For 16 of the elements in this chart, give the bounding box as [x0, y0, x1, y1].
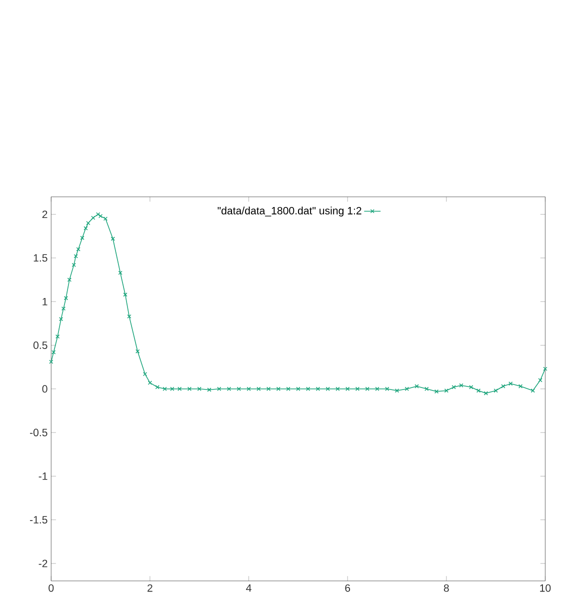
y-tick-label: -1	[38, 472, 48, 480]
x-tick-label: 6	[345, 584, 350, 592]
x-tick-label: 10	[540, 584, 551, 592]
legend-label: "data/data_1800.dat" using 1:2	[218, 206, 362, 217]
x-tick-label: 4	[246, 584, 252, 592]
x-tick-label: 8	[444, 584, 449, 592]
x-tick-label: 0	[48, 584, 54, 592]
y-tick-label: 0	[42, 385, 48, 393]
y-tick-label: 0.5	[33, 342, 48, 349]
y-tick-label: 1	[42, 298, 48, 306]
y-tick-label: -2	[38, 560, 48, 568]
y-tick-label: 2	[42, 210, 48, 218]
y-tick-label: -1.5	[30, 516, 48, 524]
x-tick-label: 2	[147, 584, 152, 592]
y-tick-label: 1.5	[34, 254, 48, 262]
y-tick-label: -0.5	[30, 428, 48, 436]
